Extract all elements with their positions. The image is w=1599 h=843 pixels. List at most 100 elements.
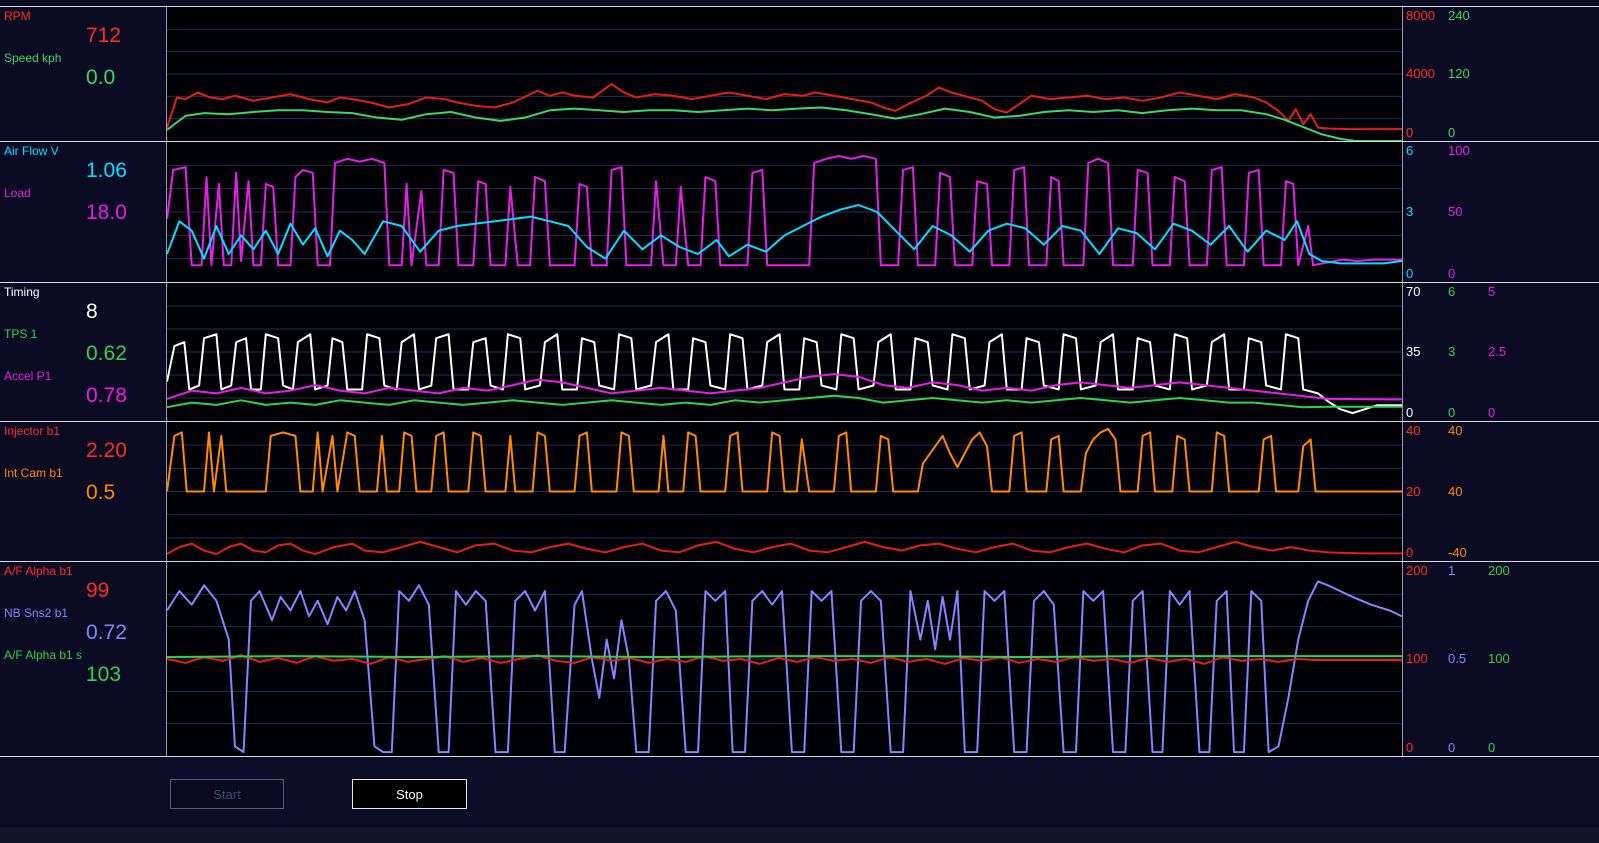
chart-svg [167,422,1402,561]
chart-panel-timing-tps-accel: Timing 8 TPS 1 0.62 Accel P1 0.78 70 6 5 35 3 2.5 0 0… [0,282,1599,421]
param-label: Timing [4,285,40,299]
param-value: 0.5 [86,481,116,504]
axis-label: 100 [1448,143,1470,158]
axis-row-top: 8000 240 [1403,8,1599,23]
trace-rpm [167,84,1402,129]
axis-row-mid: 3 50 [1403,204,1599,219]
param-label: A/F Alpha b1 [4,564,73,578]
control-bar: Start Stop [0,757,1599,843]
axis-row-mid: 20 40 [1403,483,1599,499]
chart-area [166,7,1403,141]
param-label: A/F Alpha b1 s [4,648,83,662]
axis-label: 0.5 [1448,651,1467,666]
param-block: Accel P1 0.78 [4,369,166,407]
axis-label: 70 [1406,284,1421,299]
axis-label: 200 [1406,563,1428,578]
param-block: RPM 712 [4,9,166,47]
panel-right-axis: 8000 240 4000 120 0 0 [1403,7,1599,141]
trace-a-f-alpha-b1-s [167,656,1402,657]
chart-panel-airflow-load: Air Flow V 1.06 Load 18.0 6 100 3 50 0 0 [0,141,1599,282]
axis-row-bottom: 0 0 0 [1403,405,1599,420]
stop-button[interactable]: Stop [352,779,467,809]
param-value: 18.0 [86,201,127,224]
axis-label: 40 [1406,423,1421,438]
trace-air-flow-v [167,205,1402,263]
axis-label: 3 [1406,204,1414,219]
param-value: 1.06 [86,159,127,182]
chart-svg [167,142,1402,282]
chart-area [166,142,1403,282]
trace-a-f-alpha-b1 [167,655,1402,664]
param-label: NB Sns2 b1 [4,606,69,620]
axis-label: 0 [1448,740,1456,755]
panel-right-axis: 40 40 20 40 0 -40 [1403,422,1599,561]
chart-panel-injector-intcam: Injector b1 2.20 Int Cam b1 0.5 40 40 20 40 0 -40 [0,421,1599,561]
panel-right-axis: 6 100 3 50 0 0 [1403,142,1599,282]
chart-svg [167,283,1402,421]
param-value: 99 [86,579,110,602]
param-value: 0.0 [86,66,116,89]
trace-nb-sns2-b1 [167,581,1402,752]
panel-left-labels: RPM 712 Speed kph 0.0 [0,7,166,141]
panel-left-labels: A/F Alpha b1 99 NB Sns2 b1 0.72 A/F Alpha b1… [0,562,166,756]
param-block: Int Cam b1 0.5 [4,466,166,504]
panel-left-labels: Timing 8 TPS 1 0.62 Accel P1 0.78 [0,283,166,421]
axis-label: 40 [1448,483,1463,499]
param-label: Int Cam b1 [4,466,63,480]
axis-label: 0 [1448,266,1456,281]
axis-label: 5 [1488,284,1496,299]
trace-tps-1 [167,396,1402,407]
axis-row-top: 6 100 [1403,143,1599,158]
axis-row-top: 200 1 200 [1403,563,1599,578]
axis-row-mid: 100 0.5 100 [1403,651,1599,666]
param-block: Timing 8 [4,285,166,323]
axis-label: 0 [1406,545,1414,560]
axis-label: 3 [1448,344,1456,359]
axis-label: 8000 [1406,8,1435,23]
axis-label: 4000 [1406,66,1435,81]
trace-accel-p1 [167,374,1402,399]
axis-label: 0 [1406,125,1414,140]
panel-left-labels: Injector b1 2.20 Int Cam b1 0.5 [0,422,166,561]
param-value: 8 [86,300,98,323]
param-block: Injector b1 2.20 [4,424,166,462]
param-block: A/F Alpha b1 s 103 [4,648,166,686]
param-value: 0.78 [86,384,127,407]
chart-svg [167,562,1402,756]
panel-left-labels: Air Flow V 1.06 Load 18.0 [0,142,166,282]
panel-right-axis: 70 6 5 35 3 2.5 0 0 0 [1403,283,1599,421]
chart-panel-rpm-speed: RPM 712 Speed kph 0.0 8000 240 4000 120 0 0 [0,6,1599,141]
axis-label: 35 [1406,344,1421,359]
param-value: 0.72 [86,621,127,644]
axis-label: -40 [1448,545,1467,560]
axis-row-mid: 35 3 2.5 [1403,344,1599,359]
param-block: TPS 1 0.62 [4,327,166,365]
param-block: Load 18.0 [4,186,166,224]
param-label: Speed kph [4,51,62,65]
trace-injector-b1 [167,542,1402,554]
param-value: 2.20 [86,439,127,462]
axis-row-top: 70 6 5 [1403,284,1599,299]
trace-speed-kph [167,108,1402,142]
axis-row-mid: 4000 120 [1403,66,1599,81]
param-label: Air Flow V [4,144,59,158]
param-block: Speed kph 0.0 [4,51,166,89]
axis-label: 0 [1488,405,1496,420]
axis-row-bottom: 0 0 0 [1403,740,1599,755]
panel-right-axis: 200 1 200 100 0.5 100 0 0 0 [1403,562,1599,756]
axis-label: 0 [1406,740,1414,755]
axis-label: 40 [1448,423,1463,438]
axis-label: 6 [1448,284,1456,299]
axis-label: 20 [1406,483,1421,499]
chart-area [166,283,1403,421]
start-button[interactable]: Start [170,779,284,809]
axis-row-bottom: 0 -40 [1403,545,1599,560]
param-block: A/F Alpha b1 99 [4,564,166,602]
axis-label: 50 [1448,204,1463,219]
param-block: Air Flow V 1.06 [4,144,166,182]
chart-panel-af-alpha-o2: A/F Alpha b1 99 NB Sns2 b1 0.72 A/F Alpha b1… [0,561,1599,757]
param-label: TPS 1 [4,327,38,341]
param-value: 712 [86,24,122,47]
param-value: 0.62 [86,342,127,365]
